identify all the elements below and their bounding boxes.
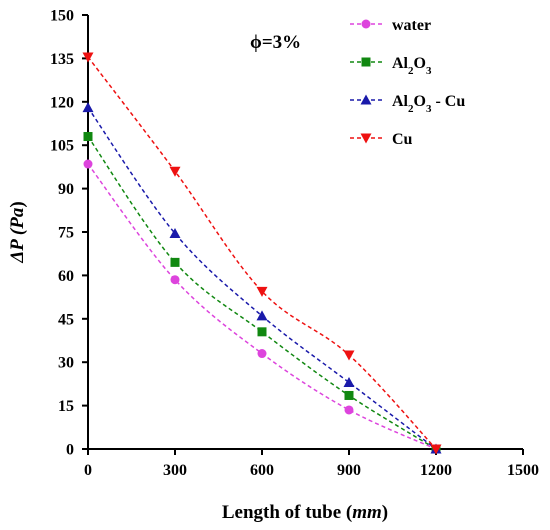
data-point: [344, 405, 354, 415]
data-point: [170, 275, 180, 285]
series-4: [82, 52, 442, 455]
y-tick-label: 135: [50, 51, 74, 68]
legend-marker: [360, 133, 372, 144]
y-tick-label: 105: [50, 138, 74, 155]
data-point: [343, 350, 355, 361]
data-point: [256, 310, 268, 321]
data-point: [169, 166, 181, 177]
data-point: [82, 102, 94, 113]
axes: [87, 15, 523, 450]
legend-marker: [361, 57, 371, 67]
legend-item: Al2O3: [350, 55, 432, 77]
legend-item: water: [350, 17, 431, 34]
legend-item: Al2O3 - Cu: [350, 93, 465, 115]
legend-label: Al2O3: [392, 55, 432, 77]
y-axis-title: ΔP (Pa): [7, 201, 28, 263]
y-tick-label: 0: [66, 442, 74, 459]
x-axis-title: Length of tube (mm): [222, 502, 388, 523]
tick-marks: [82, 14, 524, 455]
legend-item: Cu: [350, 131, 413, 148]
legend-marker: [361, 19, 371, 29]
series-1: [83, 159, 441, 454]
y-tick-label: 150: [50, 8, 74, 25]
legend-label: Cu: [392, 131, 413, 148]
data-point: [83, 132, 93, 142]
legend-label: Al2O3 - Cu: [392, 93, 465, 115]
y-tick-label: 75: [58, 225, 74, 242]
legend-marker: [360, 94, 372, 105]
data-point: [256, 286, 268, 297]
series-line: [87, 107, 437, 450]
annotation: ϕ=3%: [250, 32, 301, 53]
x-tick-label: 1500: [507, 462, 539, 479]
data-point: [430, 444, 442, 455]
y-tick-label: 120: [50, 94, 74, 111]
x-tick-label: 300: [163, 462, 187, 479]
x-tick-label: 0: [84, 462, 92, 479]
x-tick-labels: 0 300 600 900 1200 1500: [84, 462, 539, 479]
x-tick-label: 1200: [420, 462, 452, 479]
legend-label: water: [392, 17, 431, 34]
x-tick-label: 600: [250, 462, 274, 479]
data-point: [343, 376, 355, 387]
data-point: [344, 390, 354, 400]
data-point: [83, 159, 93, 169]
x-tick-label: 900: [337, 462, 361, 479]
data-point: [170, 257, 180, 267]
data-point: [82, 52, 94, 63]
series-3: [82, 102, 442, 454]
data-point: [257, 349, 267, 359]
y-tick-label: 90: [58, 181, 74, 198]
legend: water Al2O3 Al2O3 - Cu Cu: [350, 17, 465, 148]
data-point: [169, 227, 181, 238]
data-point: [257, 327, 267, 337]
series-layer: [82, 52, 442, 455]
y-tick-labels: 0 15 30 45 60 75 90 105 120 135 150: [50, 8, 74, 459]
y-tick-label: 60: [58, 268, 74, 285]
y-tick-label: 15: [58, 398, 74, 415]
series-line: [87, 56, 437, 450]
y-tick-label: 45: [58, 311, 74, 328]
series-line: [87, 163, 437, 450]
y-tick-label: 30: [58, 355, 74, 372]
